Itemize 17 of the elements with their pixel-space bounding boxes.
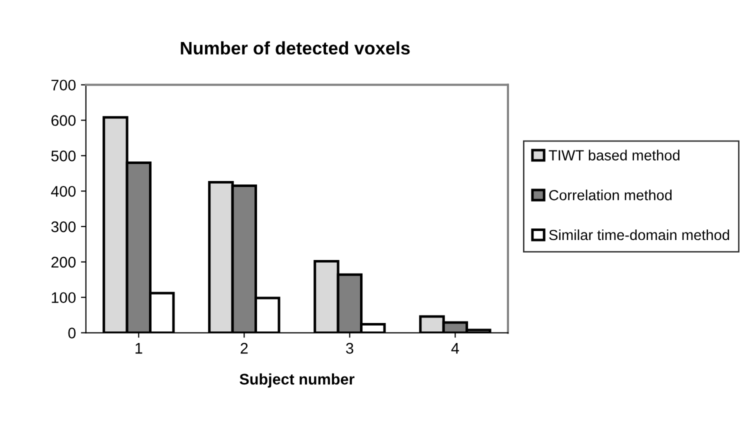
y-tick-label: 400 bbox=[51, 186, 76, 197]
y-tick-label: 700 bbox=[51, 80, 76, 91]
chart-title: Number of detected voxels bbox=[180, 41, 410, 55]
x-tick-label: 2 bbox=[240, 342, 248, 354]
legend-label: TIWT based method bbox=[548, 150, 680, 160]
y-tick-label: 200 bbox=[51, 256, 76, 268]
x-tick-label: 3 bbox=[346, 342, 354, 354]
y-tick-label: 100 bbox=[52, 292, 76, 304]
x-axis-title: Subject number bbox=[240, 373, 354, 388]
y-tick-label: 300 bbox=[51, 221, 76, 232]
legend-label: Correlation method bbox=[549, 190, 672, 200]
y-tick-label: 500 bbox=[51, 150, 76, 162]
legend-label: Similar time-domain method bbox=[549, 229, 730, 240]
x-tick-label: 4 bbox=[451, 343, 460, 354]
y-tick-label: 600 bbox=[51, 115, 76, 126]
x-tick-label: 1 bbox=[136, 343, 142, 354]
y-tick-label: 0 bbox=[68, 328, 76, 338]
